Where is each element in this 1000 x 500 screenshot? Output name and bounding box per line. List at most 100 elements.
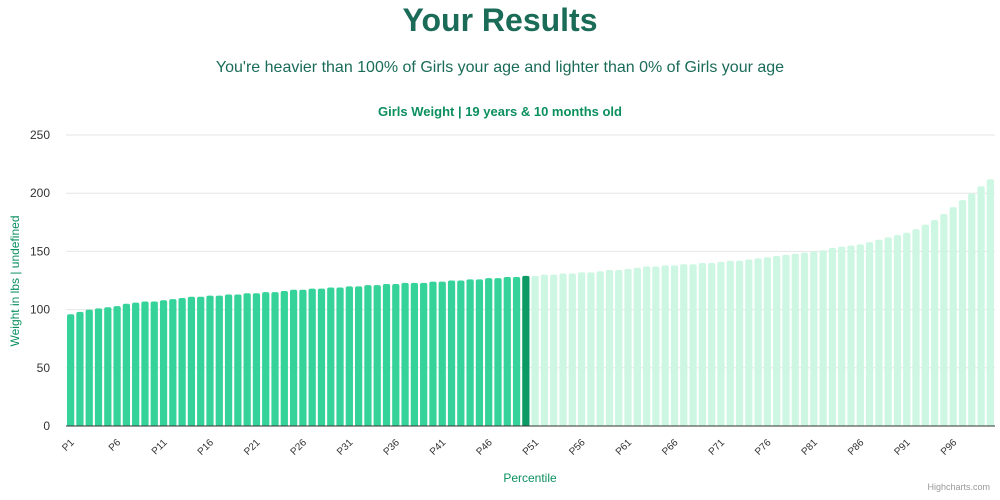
bar-p22[interactable] bbox=[262, 292, 270, 426]
bar-p59[interactable] bbox=[605, 270, 614, 426]
bar-p84[interactable] bbox=[838, 246, 846, 426]
bar-p67[interactable] bbox=[680, 264, 688, 426]
bar-p49[interactable] bbox=[512, 277, 521, 426]
bar-p71[interactable] bbox=[717, 261, 725, 426]
bar-p25[interactable] bbox=[289, 289, 298, 426]
bar-p13[interactable] bbox=[178, 297, 186, 426]
bar-p88[interactable] bbox=[875, 239, 883, 426]
bar-p31[interactable] bbox=[345, 286, 353, 426]
bar-p45[interactable] bbox=[475, 279, 484, 426]
bar-p47[interactable] bbox=[494, 278, 502, 426]
bar-p73[interactable] bbox=[735, 260, 744, 426]
bar-p85[interactable] bbox=[847, 245, 855, 426]
bar-p95[interactable] bbox=[940, 214, 948, 426]
bar-p90[interactable] bbox=[893, 235, 902, 426]
bar-p80[interactable] bbox=[800, 252, 809, 426]
bar-p14[interactable] bbox=[187, 296, 196, 426]
bar-p76[interactable] bbox=[763, 257, 772, 426]
bar-p98[interactable] bbox=[968, 193, 976, 426]
bar-p93[interactable] bbox=[921, 224, 929, 426]
bar-p30[interactable] bbox=[336, 287, 344, 426]
bar-p33[interactable] bbox=[364, 285, 372, 426]
bar-p74[interactable] bbox=[745, 259, 753, 426]
bar-p27[interactable] bbox=[308, 288, 316, 426]
bar-p29[interactable] bbox=[327, 287, 335, 426]
bar-p91[interactable] bbox=[903, 232, 911, 426]
bar-p20[interactable] bbox=[243, 293, 251, 426]
bar-p35[interactable] bbox=[382, 283, 391, 426]
bar-p28[interactable] bbox=[317, 288, 326, 426]
bar-p79[interactable] bbox=[791, 253, 799, 426]
bar-p43[interactable] bbox=[457, 280, 465, 427]
bar-p19[interactable] bbox=[234, 294, 242, 426]
bar-p32[interactable] bbox=[355, 286, 363, 426]
bar-p72[interactable] bbox=[726, 260, 734, 426]
bar-p83[interactable] bbox=[828, 247, 837, 426]
bar-p58[interactable] bbox=[596, 271, 604, 426]
bar-p57[interactable] bbox=[587, 272, 595, 426]
bar-p77[interactable] bbox=[773, 256, 781, 426]
bar-p15[interactable] bbox=[197, 296, 205, 426]
bar-p37[interactable] bbox=[401, 282, 409, 426]
bar-p3[interactable] bbox=[85, 309, 93, 426]
bar-p96[interactable] bbox=[949, 207, 957, 426]
bar-p81[interactable] bbox=[810, 251, 818, 426]
bar-p10[interactable] bbox=[150, 301, 158, 426]
bar-p64[interactable] bbox=[652, 266, 660, 426]
bar-p50[interactable] bbox=[522, 275, 530, 426]
bar-p56[interactable] bbox=[577, 272, 586, 426]
bar-p8[interactable] bbox=[132, 302, 140, 426]
bar-p9[interactable] bbox=[141, 301, 149, 426]
bar-p60[interactable] bbox=[615, 270, 623, 426]
bar-p6[interactable] bbox=[113, 306, 121, 426]
bar-p89[interactable] bbox=[884, 237, 892, 426]
bar-p55[interactable] bbox=[568, 273, 576, 426]
bar-p97[interactable] bbox=[958, 200, 967, 426]
bar-p5[interactable] bbox=[104, 307, 112, 426]
bar-p53[interactable] bbox=[550, 274, 558, 426]
bar-p54[interactable] bbox=[559, 273, 567, 426]
bar-p87[interactable] bbox=[865, 242, 874, 426]
bar-p100[interactable] bbox=[986, 179, 994, 426]
bar-p52[interactable] bbox=[540, 274, 549, 426]
bar-p16[interactable] bbox=[206, 295, 214, 426]
bar-p51[interactable] bbox=[531, 275, 539, 426]
bar-p75[interactable] bbox=[754, 258, 762, 426]
bar-p86[interactable] bbox=[856, 244, 864, 426]
bar-p68[interactable] bbox=[689, 264, 697, 426]
bar-p12[interactable] bbox=[169, 299, 177, 426]
bar-p17[interactable] bbox=[215, 295, 223, 426]
bar-p41[interactable] bbox=[438, 281, 446, 426]
bar-p2[interactable] bbox=[76, 311, 84, 426]
bar-p1[interactable] bbox=[67, 314, 75, 426]
bar-p38[interactable] bbox=[410, 282, 418, 426]
bar-p94[interactable] bbox=[930, 219, 939, 426]
bar-p39[interactable] bbox=[420, 282, 428, 426]
bar-p46[interactable] bbox=[485, 278, 493, 426]
bar-p36[interactable] bbox=[392, 283, 400, 426]
bar-p48[interactable] bbox=[503, 277, 511, 426]
bar-p61[interactable] bbox=[624, 268, 632, 426]
bar-p18[interactable] bbox=[224, 294, 233, 426]
bar-p62[interactable] bbox=[633, 267, 641, 426]
bar-p4[interactable] bbox=[94, 308, 103, 426]
bar-p63[interactable] bbox=[643, 266, 651, 426]
bar-p92[interactable] bbox=[912, 229, 920, 426]
bar-p21[interactable] bbox=[252, 293, 261, 426]
bar-p26[interactable] bbox=[299, 289, 307, 426]
bar-p23[interactable] bbox=[271, 292, 279, 426]
bar-p24[interactable] bbox=[280, 290, 288, 426]
bar-p78[interactable] bbox=[782, 254, 790, 426]
bar-p70[interactable] bbox=[708, 263, 716, 426]
bar-p69[interactable] bbox=[698, 263, 706, 426]
bar-p11[interactable] bbox=[159, 300, 168, 426]
bar-p34[interactable] bbox=[373, 285, 381, 426]
bar-p82[interactable] bbox=[819, 250, 827, 426]
bar-p44[interactable] bbox=[466, 279, 474, 426]
bar-p99[interactable] bbox=[977, 186, 985, 426]
bar-p65[interactable] bbox=[661, 265, 669, 426]
highcharts-credit[interactable]: Highcharts.com bbox=[927, 482, 990, 492]
bar-p66[interactable] bbox=[670, 265, 679, 426]
bar-p40[interactable] bbox=[429, 281, 437, 426]
bar-p42[interactable] bbox=[447, 280, 456, 427]
